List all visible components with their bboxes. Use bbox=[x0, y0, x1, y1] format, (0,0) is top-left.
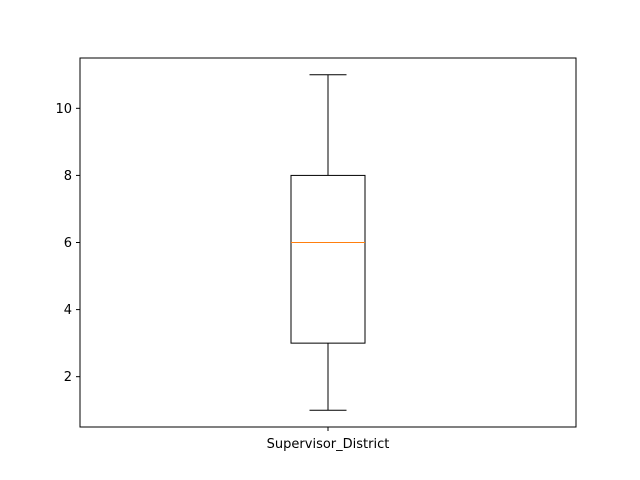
y-tick-label: 4 bbox=[64, 303, 72, 318]
iqr-box bbox=[290, 174, 366, 344]
box-group bbox=[290, 74, 366, 411]
y-axis: 2 4 6 8 10 bbox=[55, 102, 80, 385]
x-tick-label: Supervisor_District bbox=[267, 437, 390, 452]
y-tick-label: 6 bbox=[64, 236, 72, 251]
y-tick-label: 2 bbox=[64, 370, 72, 385]
y-tick-label: 10 bbox=[55, 102, 72, 117]
y-tick-label: 8 bbox=[64, 169, 72, 184]
x-axis: Supervisor_District bbox=[267, 427, 390, 452]
